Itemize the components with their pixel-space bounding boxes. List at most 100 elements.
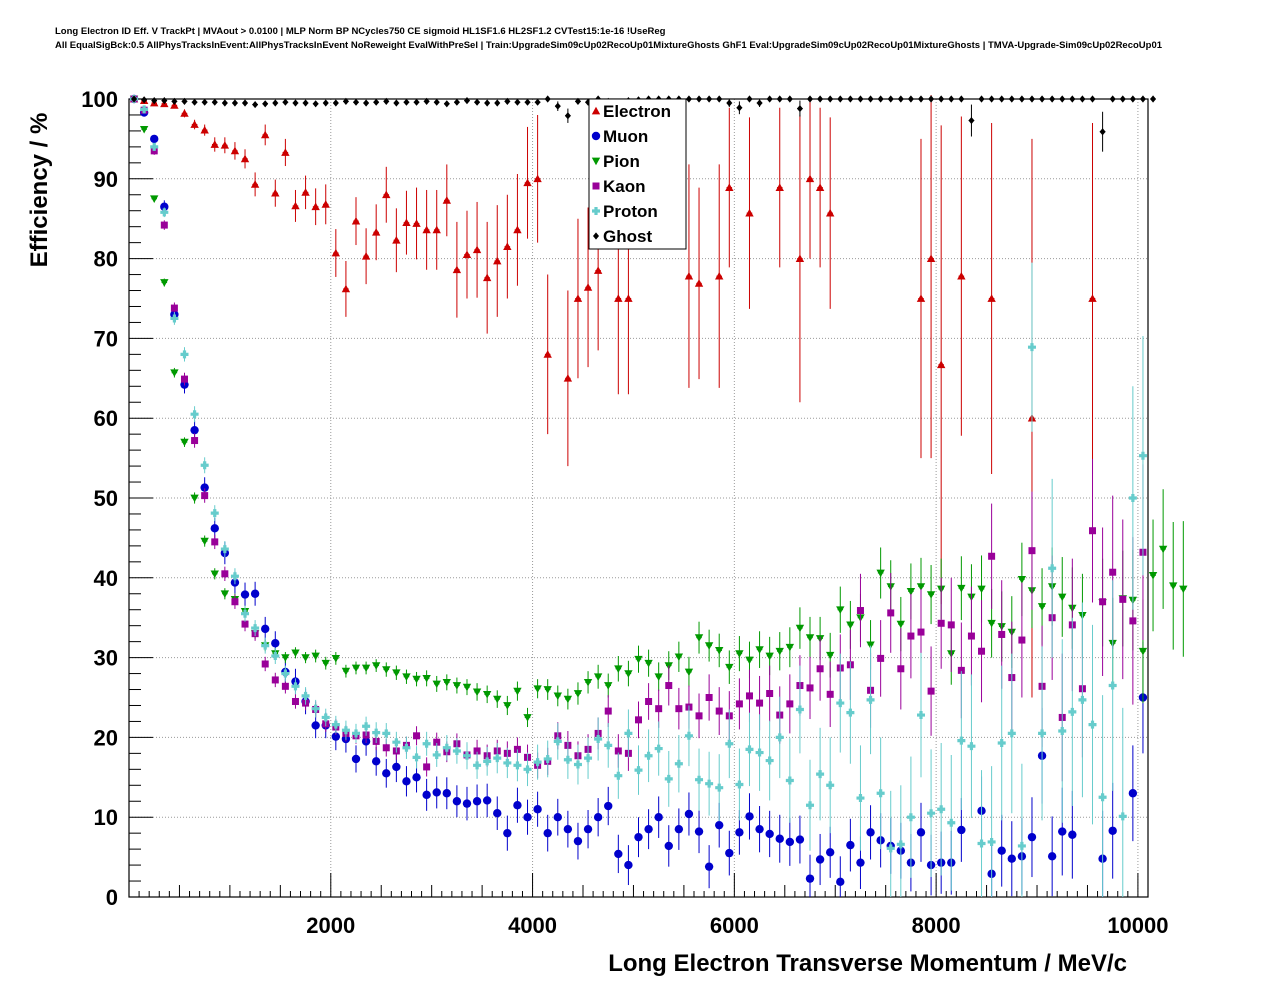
pion-point xyxy=(392,669,401,677)
ghost-point xyxy=(696,95,703,103)
ghost-point xyxy=(363,99,370,107)
muon-point xyxy=(745,812,754,821)
kaon-point xyxy=(907,632,915,640)
electron-point xyxy=(301,188,310,196)
electron-point xyxy=(472,245,482,254)
ghost-point xyxy=(231,99,238,107)
electron-point xyxy=(432,225,441,234)
electron-point xyxy=(291,201,300,210)
muon-point xyxy=(836,877,845,887)
ghost-point xyxy=(544,95,551,103)
kaon-point xyxy=(221,570,229,578)
proton-point xyxy=(523,765,532,774)
muon-point xyxy=(210,524,219,533)
proton-point xyxy=(493,754,502,763)
proton-point xyxy=(190,410,199,419)
ghost-point xyxy=(534,98,541,106)
pion-point xyxy=(442,678,452,687)
electron-point xyxy=(442,196,452,204)
proton-point xyxy=(230,572,239,581)
proton-point xyxy=(160,208,169,217)
kaon-point xyxy=(271,676,279,684)
pion-point xyxy=(371,662,381,670)
pion-point xyxy=(311,652,320,661)
pion-point xyxy=(200,537,209,546)
ghost-point xyxy=(756,99,763,107)
proton-point xyxy=(715,783,724,792)
ghost-point xyxy=(453,98,460,106)
electron-point xyxy=(361,252,371,260)
proton-point xyxy=(442,743,451,752)
kaon-point xyxy=(856,607,864,615)
muon-point xyxy=(634,832,643,842)
muon-point xyxy=(684,809,694,819)
proton-point xyxy=(846,708,855,717)
muon-point xyxy=(493,809,502,818)
proton-point xyxy=(765,756,774,765)
proton-point xyxy=(251,624,260,633)
pion-point xyxy=(765,652,774,661)
pion-point xyxy=(190,494,199,503)
proton-point xyxy=(977,839,986,848)
pion-point xyxy=(402,673,411,681)
pion-point xyxy=(422,674,431,683)
pion-point xyxy=(1148,572,1158,580)
kaon-point xyxy=(998,630,1006,638)
electron-point xyxy=(331,248,341,257)
muon-point xyxy=(472,797,482,806)
electron-point xyxy=(573,294,583,302)
ghost-point xyxy=(262,100,269,108)
series-ghost xyxy=(131,95,1157,152)
kaon-point xyxy=(665,682,673,690)
muon-point xyxy=(573,836,583,846)
muon-point xyxy=(1108,826,1117,835)
legend-label-kaon: Kaon xyxy=(603,177,646,196)
proton-point xyxy=(826,781,835,790)
pion-point xyxy=(291,649,300,658)
pion-point xyxy=(614,665,623,673)
electron-point xyxy=(725,183,734,191)
muon-point xyxy=(1128,789,1138,798)
proton-point xyxy=(584,754,593,763)
pion-point xyxy=(150,195,159,203)
ghost-point xyxy=(1079,95,1086,103)
proton-point xyxy=(1058,727,1067,736)
proton-point xyxy=(563,755,572,764)
proton-point xyxy=(594,734,603,743)
kaon-point xyxy=(433,738,441,746)
electron-point xyxy=(190,120,199,128)
proton-point xyxy=(573,760,582,769)
electron-point xyxy=(281,148,290,156)
ghost-point xyxy=(978,95,985,103)
proton-point xyxy=(735,780,744,789)
ghost-point xyxy=(393,99,400,107)
muon-point xyxy=(311,721,320,730)
muon-point xyxy=(1027,832,1037,842)
kaon-point xyxy=(191,437,199,445)
muon-point xyxy=(250,589,260,598)
muon-point xyxy=(846,840,855,850)
proton-point xyxy=(937,805,946,814)
pion-point xyxy=(987,619,996,628)
proton-point xyxy=(997,738,1006,747)
pion-point xyxy=(482,690,492,699)
proton-point xyxy=(543,754,552,763)
proton-point xyxy=(1138,451,1147,460)
electron-point xyxy=(422,225,431,234)
muon-point xyxy=(755,824,764,834)
kaon-point xyxy=(877,654,885,662)
ghost-point xyxy=(938,95,945,103)
plot-title-line2: All EqualSigBck:0.5 AllPhysTracksInEvent… xyxy=(55,40,1163,51)
pion-point xyxy=(795,624,805,633)
ghost-point xyxy=(897,95,904,103)
pion-point xyxy=(351,664,361,673)
muon-point xyxy=(563,824,573,834)
kaon-point xyxy=(756,699,764,707)
proton-point xyxy=(241,609,250,618)
pion-point xyxy=(1158,545,1168,554)
ghost-point xyxy=(786,95,793,103)
muon-point xyxy=(462,799,472,808)
muon-point xyxy=(392,762,401,772)
proton-point xyxy=(432,750,441,759)
proton-point xyxy=(624,729,633,738)
